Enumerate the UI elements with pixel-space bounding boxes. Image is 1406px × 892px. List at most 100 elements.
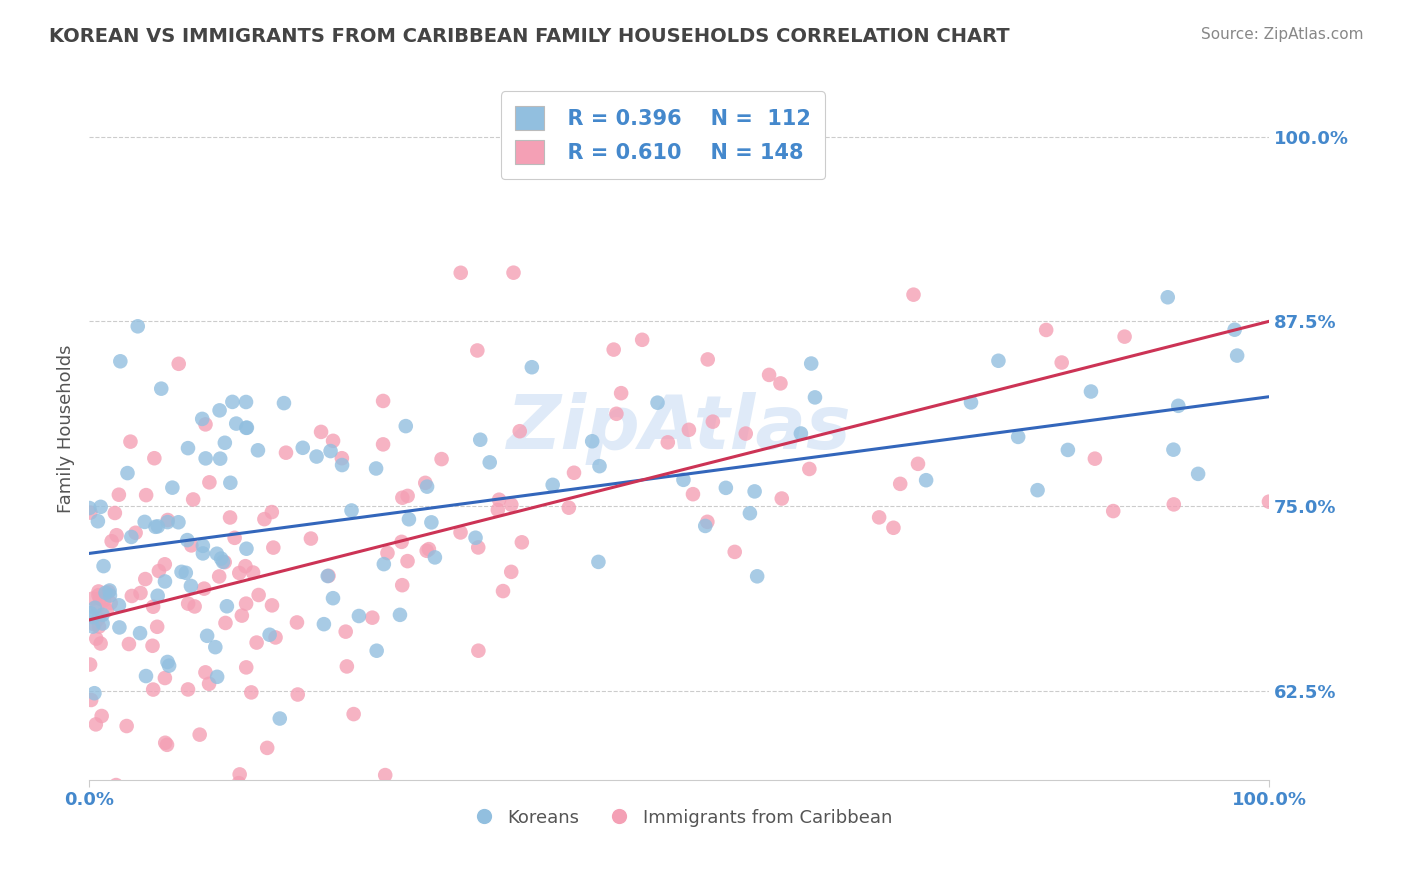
Point xyxy=(176,533,198,548)
Point xyxy=(696,352,718,367)
Point xyxy=(97,585,120,599)
Point xyxy=(416,480,439,494)
Point xyxy=(631,333,654,347)
Point xyxy=(724,545,747,559)
Point xyxy=(98,583,121,598)
Point xyxy=(657,435,679,450)
Point xyxy=(209,451,232,466)
Point xyxy=(423,550,446,565)
Point xyxy=(155,736,177,750)
Point xyxy=(1187,467,1209,481)
Point xyxy=(219,475,242,490)
Point xyxy=(105,778,128,792)
Point xyxy=(287,688,309,702)
Text: ZipAtlas: ZipAtlas xyxy=(506,392,851,465)
Point xyxy=(804,391,827,405)
Point xyxy=(156,513,179,527)
Point xyxy=(336,659,359,673)
Point xyxy=(430,452,453,467)
Point xyxy=(915,473,938,487)
Point xyxy=(110,354,132,368)
Point xyxy=(413,475,436,490)
Point xyxy=(194,665,217,680)
Point xyxy=(264,631,287,645)
Point xyxy=(91,607,114,622)
Point xyxy=(82,591,104,606)
Point xyxy=(194,417,217,432)
Point xyxy=(960,395,983,409)
Point xyxy=(478,455,501,469)
Point xyxy=(183,599,205,614)
Y-axis label: Family Households: Family Households xyxy=(58,344,75,513)
Point xyxy=(319,444,342,458)
Point xyxy=(93,559,115,574)
Point xyxy=(129,626,152,640)
Point xyxy=(492,584,515,599)
Point xyxy=(100,534,122,549)
Point xyxy=(235,597,257,611)
Point xyxy=(581,434,603,449)
Point xyxy=(87,612,110,626)
Point xyxy=(467,643,489,657)
Point xyxy=(602,343,624,357)
Point xyxy=(343,707,366,722)
Point xyxy=(170,565,193,579)
Point xyxy=(450,266,472,280)
Point xyxy=(157,658,180,673)
Point xyxy=(330,451,353,466)
Point xyxy=(371,394,394,409)
Point xyxy=(907,457,929,471)
Point xyxy=(396,554,419,568)
Point xyxy=(1167,399,1189,413)
Point xyxy=(191,539,214,553)
Point xyxy=(256,740,278,755)
Point xyxy=(903,287,925,301)
Point xyxy=(269,712,291,726)
Point xyxy=(450,525,472,540)
Point xyxy=(744,484,766,499)
Point xyxy=(91,616,114,631)
Point xyxy=(395,419,418,434)
Point xyxy=(682,487,704,501)
Point xyxy=(134,515,156,529)
Point xyxy=(396,489,419,503)
Point xyxy=(214,615,236,630)
Point xyxy=(83,686,105,700)
Point xyxy=(488,492,510,507)
Point xyxy=(702,415,724,429)
Point xyxy=(162,481,184,495)
Point xyxy=(194,451,217,466)
Point xyxy=(246,635,269,649)
Point xyxy=(115,719,138,733)
Point xyxy=(562,466,585,480)
Point xyxy=(134,572,156,586)
Point xyxy=(1080,384,1102,399)
Point xyxy=(285,615,308,630)
Point xyxy=(486,503,509,517)
Point xyxy=(135,669,157,683)
Legend: Koreans, Immigrants from Caribbean: Koreans, Immigrants from Caribbean xyxy=(458,801,900,834)
Point xyxy=(391,578,413,592)
Point xyxy=(141,639,163,653)
Point xyxy=(260,599,283,613)
Point xyxy=(291,441,314,455)
Point xyxy=(82,610,104,624)
Point xyxy=(86,599,108,614)
Point xyxy=(235,559,257,574)
Point xyxy=(156,515,179,529)
Point xyxy=(770,491,793,506)
Point xyxy=(124,525,146,540)
Point xyxy=(79,657,101,672)
Point xyxy=(1157,290,1180,304)
Point xyxy=(90,500,112,514)
Point xyxy=(228,566,250,580)
Point xyxy=(747,569,769,583)
Point xyxy=(214,555,236,569)
Point xyxy=(695,519,717,533)
Point xyxy=(588,555,610,569)
Point xyxy=(146,519,169,533)
Point xyxy=(316,569,339,583)
Point xyxy=(541,478,564,492)
Point xyxy=(361,610,384,624)
Text: Source: ZipAtlas.com: Source: ZipAtlas.com xyxy=(1201,27,1364,42)
